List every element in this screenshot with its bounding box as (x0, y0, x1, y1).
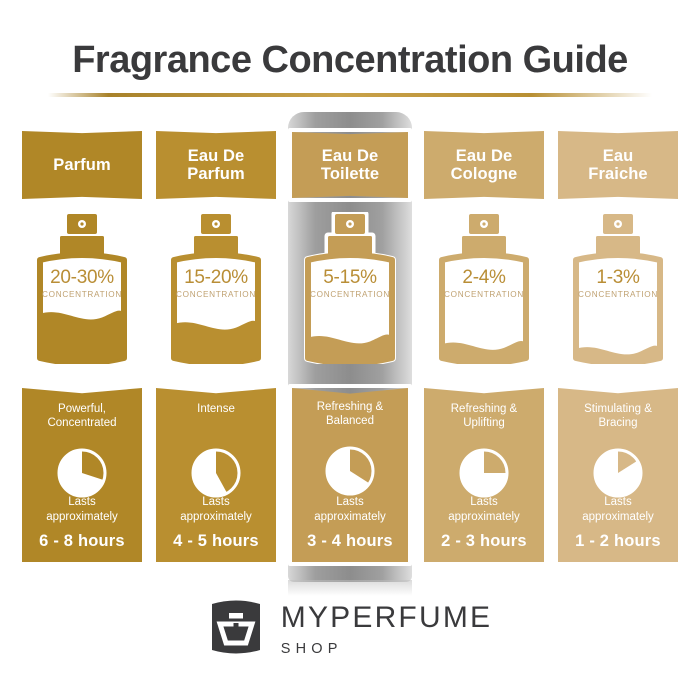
duration-value-eau-de-toilette: 3 - 4 hours (307, 532, 393, 550)
descriptor-eau-de-parfum: Intense (156, 402, 276, 416)
column-header-eau-de-cologne[interactable]: Eau De Cologne (424, 131, 544, 199)
column-header-inner-eau-fraiche: Eau Fraiche (588, 147, 647, 184)
descriptor-line-1: Stimulating & (584, 403, 652, 415)
description-card-parfum[interactable]: Powerful, Concentrated Lasts approximately 6… (22, 388, 142, 562)
fragrance-column-eau-de-toilette: Eau De Toilette 5-15% CONCENTRATION Refreshi… (288, 0, 412, 700)
lasts-caption-parfum: Lasts approximately (22, 495, 142, 524)
column-header-label-eau-de-parfum: Eau De Parfum (187, 147, 244, 184)
duration-pie-chart-eau-de-cologne (424, 448, 544, 498)
column-header-inner-eau-de-cologne: Eau De Cologne (451, 147, 518, 184)
descriptor-line-1: Powerful, (58, 403, 106, 415)
lasts-caption-eau-de-toilette: Lasts approximately (292, 495, 408, 524)
descriptor-line-1: Refreshing & (316, 401, 384, 413)
title-block: Fragrance Concentration Guide (0, 39, 700, 97)
brand-logo-icon (208, 596, 264, 663)
column-header-eau-de-parfum[interactable]: Eau De Parfum (156, 131, 276, 199)
descriptor-eau-de-cologne: Refreshing & Uplifting (424, 402, 544, 431)
descriptor-line-1: Intense (197, 403, 235, 415)
duration-pie-chart-eau-de-toilette (292, 446, 408, 496)
column-header-inner-eau-de-parfum: Eau De Parfum (187, 147, 244, 184)
fragrance-column-eau-de-cologne: Eau De Cologne 2-4% CONCENTRATION Refreshing… (422, 0, 546, 700)
column-header-label-eau-de-cologne: Eau De Cologne (451, 147, 518, 184)
header-line-2: Parfum (187, 165, 245, 183)
column-header-eau-de-toilette[interactable]: Eau De Toilette (288, 128, 412, 202)
duration-pie-chart-eau-fraiche (558, 448, 678, 498)
brand-name: MYPERFUME (280, 600, 493, 634)
lasts-line-2: approximately (46, 510, 118, 523)
duration-value-eau-de-cologne: 2 - 3 hours (441, 532, 527, 550)
lasts-line-2: approximately (448, 510, 520, 523)
page-title: Fragrance Concentration Guide (72, 39, 628, 81)
bottle-parfum: 20-30% CONCENTRATION (20, 212, 144, 364)
descriptor-eau-fraiche: Stimulating & Bracing (558, 402, 678, 431)
column-header-inner-eau-de-toilette: Eau De Toilette (292, 132, 408, 198)
brand-subtitle: SHOP (280, 640, 343, 657)
column-header-label-parfum: Parfum (53, 156, 110, 174)
lasts-line-2: approximately (180, 510, 252, 523)
description-card-inner-eau-de-parfum: Intense Lasts approximately 4 - 5 hours (156, 388, 276, 562)
descriptor-line-2: Bracing (598, 417, 638, 430)
header-line-2: Fraiche (588, 165, 648, 183)
lasts-caption-eau-de-parfum: Lasts approximately (156, 495, 276, 524)
fragrance-column-eau-de-parfum: Eau De Parfum 15-20% CONCENTRATION Intense La… (154, 0, 278, 700)
bottle-eau-de-cologne: 2-4% CONCENTRATION (422, 212, 546, 364)
fragrance-column-eau-fraiche: Eau Fraiche 1-3% CONCENTRATION Stimulating &… (556, 0, 680, 700)
description-card-inner-parfum: Powerful, Concentrated Lasts approximately 6… (22, 388, 142, 562)
header-line-1: Parfum (53, 155, 111, 174)
column-header-eau-fraiche[interactable]: Eau Fraiche (558, 131, 678, 199)
description-card-inner-eau-de-cologne: Refreshing & Uplifting Lasts approximately 2… (424, 388, 544, 562)
bottle-eau-fraiche: 1-3% CONCENTRATION (556, 212, 680, 364)
description-card-eau-de-cologne[interactable]: Refreshing & Uplifting Lasts approximately 2… (424, 388, 544, 562)
descriptor-line-2: Balanced (326, 415, 374, 428)
description-card-inner-eau-fraiche: Stimulating & Bracing Lasts approximately 1 … (558, 388, 678, 562)
description-card-eau-de-toilette[interactable]: Refreshing & Balanced Lasts approximately 3 … (288, 384, 412, 566)
duration-pie-chart-parfum (22, 448, 142, 498)
description-card-eau-de-parfum[interactable]: Intense Lasts approximately 4 - 5 hours (156, 388, 276, 562)
lasts-line-1: Lasts (202, 496, 230, 509)
header-line-1: Eau De (187, 146, 245, 165)
lasts-caption-eau-de-cologne: Lasts approximately (424, 495, 544, 524)
duration-value-eau-fraiche: 1 - 2 hours (575, 532, 661, 550)
header-line-1: Eau (602, 146, 634, 165)
header-line-2: Toilette (320, 165, 380, 183)
column-header-parfum[interactable]: Parfum (22, 131, 142, 199)
lasts-line-1: Lasts (470, 496, 498, 509)
description-card-eau-fraiche[interactable]: Stimulating & Bracing Lasts approximately 1 … (558, 388, 678, 562)
duration-pie-chart-eau-de-parfum (156, 448, 276, 498)
duration-value-eau-de-parfum: 4 - 5 hours (173, 532, 259, 550)
description-card-inner-eau-de-toilette: Refreshing & Balanced Lasts approximately 3 … (292, 388, 408, 562)
header-line-1: Eau De (321, 146, 379, 165)
bottle-eau-de-toilette: 5-15% CONCENTRATION (288, 212, 412, 364)
header-line-2: Cologne (450, 165, 518, 183)
column-header-label-eau-de-toilette: Eau De Toilette (321, 147, 379, 184)
lasts-caption-eau-fraiche: Lasts approximately (558, 495, 678, 524)
descriptor-parfum: Powerful, Concentrated (22, 402, 142, 431)
descriptor-line-1: Refreshing & (450, 403, 518, 415)
column-header-label-eau-fraiche: Eau Fraiche (588, 147, 647, 184)
lasts-line-1: Lasts (336, 496, 364, 509)
lasts-line-2: approximately (314, 510, 386, 523)
bottle-eau-de-parfum: 15-20% CONCENTRATION (154, 212, 278, 364)
lasts-line-1: Lasts (604, 496, 632, 509)
title-divider (48, 92, 652, 97)
descriptor-line-2: Concentrated (47, 417, 117, 430)
column-header-inner-parfum: Parfum (53, 156, 110, 174)
lasts-line-1: Lasts (68, 496, 96, 509)
fragrance-column-parfum: Parfum 20-30% CONCENTRATION Powerful, Concen… (20, 0, 144, 700)
descriptor-line-2: Uplifting (463, 417, 505, 430)
footer-logo: MYPERFUME SHOP (0, 596, 700, 663)
brand-wordmark: MYPERFUME SHOP (280, 600, 493, 657)
lasts-line-2: approximately (582, 510, 654, 523)
header-line-1: Eau De (455, 146, 513, 165)
duration-value-parfum: 6 - 8 hours (39, 532, 125, 550)
descriptor-eau-de-toilette: Refreshing & Balanced (292, 400, 408, 429)
